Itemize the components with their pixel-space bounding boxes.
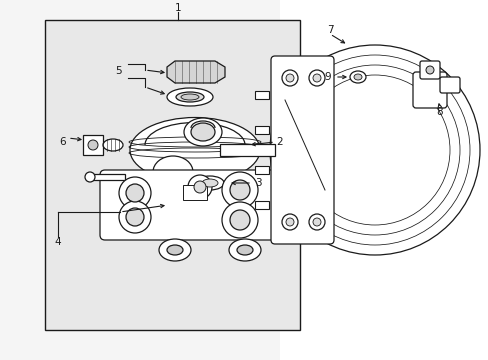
Bar bbox=[254, 126, 268, 134]
Circle shape bbox=[187, 175, 212, 199]
Circle shape bbox=[285, 74, 293, 82]
Circle shape bbox=[312, 74, 320, 82]
Ellipse shape bbox=[167, 245, 183, 255]
Ellipse shape bbox=[103, 139, 123, 151]
Ellipse shape bbox=[88, 140, 98, 150]
FancyBboxPatch shape bbox=[100, 170, 289, 240]
Circle shape bbox=[282, 70, 297, 86]
Ellipse shape bbox=[167, 88, 213, 106]
Ellipse shape bbox=[237, 245, 252, 255]
FancyBboxPatch shape bbox=[439, 77, 459, 93]
Circle shape bbox=[119, 177, 151, 209]
Ellipse shape bbox=[228, 239, 261, 261]
Circle shape bbox=[222, 202, 258, 238]
Ellipse shape bbox=[183, 118, 222, 146]
Text: 8: 8 bbox=[436, 107, 443, 117]
Circle shape bbox=[312, 218, 320, 226]
Circle shape bbox=[222, 172, 258, 208]
Circle shape bbox=[194, 181, 205, 193]
Circle shape bbox=[229, 210, 249, 230]
Ellipse shape bbox=[202, 179, 218, 187]
Circle shape bbox=[119, 201, 151, 233]
FancyBboxPatch shape bbox=[412, 72, 446, 108]
Bar bbox=[280, 0, 488, 360]
Bar bbox=[254, 91, 268, 99]
Text: 3: 3 bbox=[254, 178, 261, 188]
Circle shape bbox=[85, 172, 95, 182]
Circle shape bbox=[425, 66, 433, 74]
Circle shape bbox=[282, 214, 297, 230]
Bar bbox=[45, 20, 299, 330]
Ellipse shape bbox=[176, 92, 203, 102]
Circle shape bbox=[308, 70, 325, 86]
Bar bbox=[90, 174, 125, 180]
Ellipse shape bbox=[130, 117, 260, 183]
Text: 5: 5 bbox=[115, 66, 121, 76]
Text: 9: 9 bbox=[324, 72, 331, 82]
Bar bbox=[220, 144, 274, 156]
Circle shape bbox=[126, 184, 143, 202]
Circle shape bbox=[229, 180, 249, 200]
Bar bbox=[183, 185, 206, 200]
Circle shape bbox=[285, 218, 293, 226]
Bar bbox=[254, 201, 268, 209]
Circle shape bbox=[126, 208, 143, 226]
Circle shape bbox=[308, 214, 325, 230]
Ellipse shape bbox=[159, 239, 191, 261]
FancyBboxPatch shape bbox=[419, 61, 439, 79]
Ellipse shape bbox=[353, 74, 361, 80]
Polygon shape bbox=[167, 61, 224, 83]
Bar bbox=[83, 135, 103, 155]
Text: 2: 2 bbox=[276, 137, 283, 147]
Ellipse shape bbox=[349, 71, 365, 83]
FancyBboxPatch shape bbox=[270, 56, 333, 244]
Bar bbox=[254, 166, 268, 174]
Ellipse shape bbox=[181, 94, 199, 100]
Ellipse shape bbox=[196, 176, 224, 190]
Ellipse shape bbox=[153, 156, 193, 188]
Circle shape bbox=[269, 45, 479, 255]
Text: 1: 1 bbox=[174, 3, 181, 13]
Text: 7: 7 bbox=[326, 25, 333, 35]
Ellipse shape bbox=[191, 123, 215, 141]
Text: 4: 4 bbox=[55, 237, 61, 247]
Text: 6: 6 bbox=[60, 137, 66, 147]
